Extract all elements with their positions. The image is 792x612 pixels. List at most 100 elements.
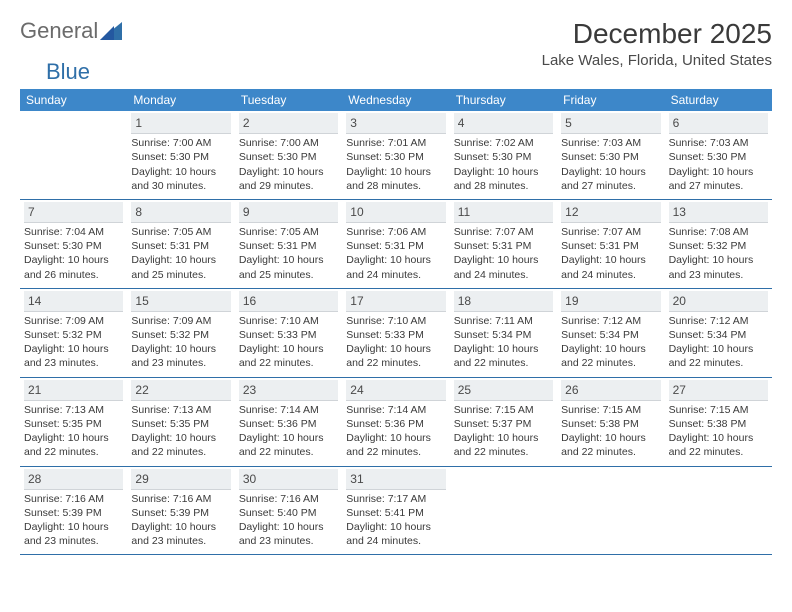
sunrise-line: Sunrise: 7:07 AM bbox=[561, 225, 660, 239]
day-number: 24 bbox=[346, 380, 445, 401]
day-cell: 29Sunrise: 7:16 AMSunset: 5:39 PMDayligh… bbox=[127, 467, 234, 555]
sunset-line: Sunset: 5:32 PM bbox=[669, 239, 768, 253]
day-number: 11 bbox=[454, 202, 553, 223]
daylight-line: Daylight: 10 hours and 22 minutes. bbox=[669, 342, 768, 370]
daylight-line: Daylight: 10 hours and 23 minutes. bbox=[24, 342, 123, 370]
sunrise-line: Sunrise: 7:15 AM bbox=[454, 403, 553, 417]
sunset-line: Sunset: 5:30 PM bbox=[239, 150, 338, 164]
day-cell: 28Sunrise: 7:16 AMSunset: 5:39 PMDayligh… bbox=[20, 467, 127, 555]
day-cell: 17Sunrise: 7:10 AMSunset: 5:33 PMDayligh… bbox=[342, 289, 449, 377]
sunset-line: Sunset: 5:35 PM bbox=[24, 417, 123, 431]
day-cell: 11Sunrise: 7:07 AMSunset: 5:31 PMDayligh… bbox=[450, 200, 557, 288]
day-info: Sunrise: 7:15 AMSunset: 5:37 PMDaylight:… bbox=[454, 403, 553, 460]
day-number: 18 bbox=[454, 291, 553, 312]
day-cell: 3Sunrise: 7:01 AMSunset: 5:30 PMDaylight… bbox=[342, 111, 449, 199]
day-cell: 31Sunrise: 7:17 AMSunset: 5:41 PMDayligh… bbox=[342, 467, 449, 555]
weekday-header: Friday bbox=[557, 89, 664, 111]
day-info: Sunrise: 7:16 AMSunset: 5:39 PMDaylight:… bbox=[24, 492, 123, 549]
daylight-line: Daylight: 10 hours and 24 minutes. bbox=[454, 253, 553, 281]
sunrise-line: Sunrise: 7:16 AM bbox=[24, 492, 123, 506]
sunset-line: Sunset: 5:31 PM bbox=[346, 239, 445, 253]
week-row: 14Sunrise: 7:09 AMSunset: 5:32 PMDayligh… bbox=[20, 289, 772, 378]
day-info: Sunrise: 7:10 AMSunset: 5:33 PMDaylight:… bbox=[346, 314, 445, 371]
sunrise-line: Sunrise: 7:14 AM bbox=[239, 403, 338, 417]
sunset-line: Sunset: 5:32 PM bbox=[24, 328, 123, 342]
day-cell: 24 Sunrise: 7:14 AMSunset: 5:36 PMDayligh… bbox=[342, 378, 449, 466]
daylight-line: Daylight: 10 hours and 22 minutes. bbox=[239, 431, 338, 459]
day-number: 25 bbox=[454, 380, 553, 401]
daylight-line: Daylight: 10 hours and 29 minutes. bbox=[239, 165, 338, 193]
day-cell: 13Sunrise: 7:08 AMSunset: 5:32 PMDayligh… bbox=[665, 200, 772, 288]
day-number: 10 bbox=[346, 202, 445, 223]
day-info: Sunrise: 7:01 AMSunset: 5:30 PMDaylight:… bbox=[346, 136, 445, 193]
sunrise-line: Sunrise: 7:11 AM bbox=[454, 314, 553, 328]
day-cell: 10Sunrise: 7:06 AMSunset: 5:31 PMDayligh… bbox=[342, 200, 449, 288]
sunrise-line: Sunrise: 7:10 AM bbox=[239, 314, 338, 328]
day-number: 30 bbox=[239, 469, 338, 490]
daylight-line: Daylight: 10 hours and 27 minutes. bbox=[561, 165, 660, 193]
day-info: Sunrise: 7:16 AMSunset: 5:39 PMDaylight:… bbox=[131, 492, 230, 549]
day-cell: 7Sunrise: 7:04 AMSunset: 5:30 PMDaylight… bbox=[20, 200, 127, 288]
day-cell: 5Sunrise: 7:03 AMSunset: 5:30 PMDaylight… bbox=[557, 111, 664, 199]
day-cell: 8Sunrise: 7:05 AMSunset: 5:31 PMDaylight… bbox=[127, 200, 234, 288]
day-info: Sunrise: 7:10 AMSunset: 5:33 PMDaylight:… bbox=[239, 314, 338, 371]
day-cell: 19Sunrise: 7:12 AMSunset: 5:34 PMDayligh… bbox=[557, 289, 664, 377]
day-number: 12 bbox=[561, 202, 660, 223]
day-info: Sunrise: 7:07 AMSunset: 5:31 PMDaylight:… bbox=[454, 225, 553, 282]
daylight-line: Daylight: 10 hours and 23 minutes. bbox=[131, 520, 230, 548]
week-row: 21Sunrise: 7:13 AMSunset: 5:35 PMDayligh… bbox=[20, 378, 772, 467]
sunset-line: Sunset: 5:30 PM bbox=[561, 150, 660, 164]
sunrise-line: Sunrise: 7:00 AM bbox=[131, 136, 230, 150]
weeks-container: 1Sunrise: 7:00 AMSunset: 5:30 PMDaylight… bbox=[20, 111, 772, 555]
day-number: 31 bbox=[346, 469, 445, 490]
weekday-header: Thursday bbox=[450, 89, 557, 111]
day-info: Sunrise: 7:03 AMSunset: 5:30 PMDaylight:… bbox=[561, 136, 660, 193]
daylight-line: Daylight: 10 hours and 22 minutes. bbox=[346, 431, 445, 459]
day-info: Sunrise: 7:04 AMSunset: 5:30 PMDaylight:… bbox=[24, 225, 123, 282]
sunrise-line: Sunrise: 7:10 AM bbox=[346, 314, 445, 328]
sunset-line: Sunset: 5:31 PM bbox=[454, 239, 553, 253]
sunset-line: Sunset: 5:36 PM bbox=[239, 417, 338, 431]
sunrise-line: Sunrise: 7:05 AM bbox=[239, 225, 338, 239]
sunset-line: Sunset: 5:38 PM bbox=[561, 417, 660, 431]
day-number: 15 bbox=[131, 291, 230, 312]
sunrise-line: Sunrise: 7:06 AM bbox=[346, 225, 445, 239]
day-cell: 1Sunrise: 7:00 AMSunset: 5:30 PMDaylight… bbox=[127, 111, 234, 199]
day-cell: 20Sunrise: 7:12 AMSunset: 5:34 PMDayligh… bbox=[665, 289, 772, 377]
day-number: 19 bbox=[561, 291, 660, 312]
daylight-line: Daylight: 10 hours and 22 minutes. bbox=[239, 342, 338, 370]
logo-sail-icon bbox=[100, 22, 122, 40]
sunrise-line: Sunrise: 7:16 AM bbox=[131, 492, 230, 506]
daylight-line: Daylight: 10 hours and 25 minutes. bbox=[239, 253, 338, 281]
sunset-line: Sunset: 5:32 PM bbox=[131, 328, 230, 342]
sunset-line: Sunset: 5:34 PM bbox=[454, 328, 553, 342]
sunset-line: Sunset: 5:41 PM bbox=[346, 506, 445, 520]
daylight-line: Daylight: 10 hours and 24 minutes. bbox=[346, 520, 445, 548]
day-number: 20 bbox=[669, 291, 768, 312]
day-info: Sunrise: 7:09 AMSunset: 5:32 PMDaylight:… bbox=[24, 314, 123, 371]
sunset-line: Sunset: 5:30 PM bbox=[346, 150, 445, 164]
sunset-line: Sunset: 5:30 PM bbox=[24, 239, 123, 253]
daylight-line: Daylight: 10 hours and 23 minutes. bbox=[131, 342, 230, 370]
sunrise-line: Sunrise: 7:14 AM bbox=[346, 403, 445, 417]
day-info: Sunrise: 7:13 AMSunset: 5:35 PMDaylight:… bbox=[131, 403, 230, 460]
day-number: 17 bbox=[346, 291, 445, 312]
day-info: Sunrise: 7:11 AMSunset: 5:34 PMDaylight:… bbox=[454, 314, 553, 371]
day-info: Sunrise: 7:12 AMSunset: 5:34 PMDaylight:… bbox=[669, 314, 768, 371]
day-info: Sunrise: 7:00 AMSunset: 5:30 PMDaylight:… bbox=[131, 136, 230, 193]
day-info: Sunrise: 7:09 AMSunset: 5:32 PMDaylight:… bbox=[131, 314, 230, 371]
day-number: 7 bbox=[24, 202, 123, 223]
daylight-line: Daylight: 10 hours and 23 minutes. bbox=[669, 253, 768, 281]
day-cell: 30Sunrise: 7:16 AMSunset: 5:40 PMDayligh… bbox=[235, 467, 342, 555]
day-number: 22 bbox=[131, 380, 230, 401]
day-cell: 22Sunrise: 7:13 AMSunset: 5:35 PMDayligh… bbox=[127, 378, 234, 466]
sunset-line: Sunset: 5:36 PM bbox=[346, 417, 445, 431]
day-cell: 18Sunrise: 7:11 AMSunset: 5:34 PMDayligh… bbox=[450, 289, 557, 377]
day-info: Sunrise: 7:07 AMSunset: 5:31 PMDaylight:… bbox=[561, 225, 660, 282]
daylight-line: Daylight: 10 hours and 26 minutes. bbox=[24, 253, 123, 281]
sunrise-line: Sunrise: 7:16 AM bbox=[239, 492, 338, 506]
day-number: 27 bbox=[669, 380, 768, 401]
sunrise-line: Sunrise: 7:09 AM bbox=[131, 314, 230, 328]
daylight-line: Daylight: 10 hours and 23 minutes. bbox=[239, 520, 338, 548]
day-cell bbox=[20, 111, 127, 199]
